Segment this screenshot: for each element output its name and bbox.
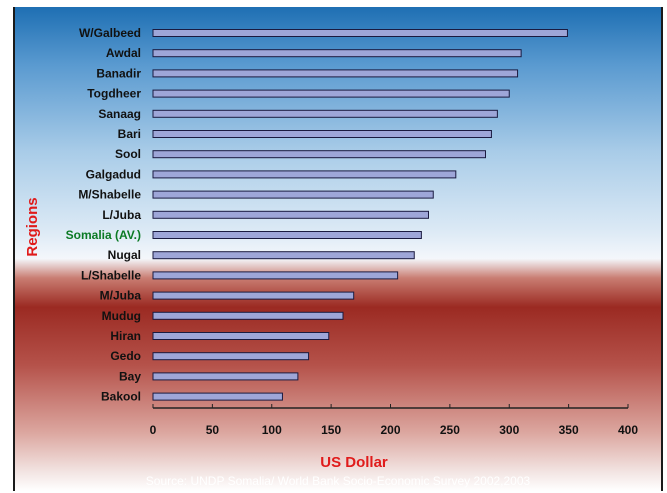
bar [152, 29, 568, 37]
category-label: Togdheer [87, 87, 141, 101]
x-tick-label: 250 [440, 423, 460, 437]
category-label: Bari [118, 127, 141, 141]
bar [152, 352, 310, 361]
category-label: L/Juba [102, 208, 141, 222]
bar [152, 372, 299, 381]
bar [152, 89, 510, 98]
category-label: Sanaag [98, 107, 141, 121]
x-tick-label: 300 [499, 423, 519, 437]
category-label: Awdal [106, 46, 141, 60]
bar [152, 271, 399, 280]
source-note: Source: UNDP Somalia/ World Bank Socio-E… [146, 474, 531, 488]
x-axis-title: US Dollar [320, 454, 388, 471]
bar [152, 109, 498, 118]
bar [152, 130, 492, 138]
category-label: Sool [115, 147, 141, 161]
chart-background: W/Galbeed Awdal Banadir Togdheer Sanaag Bari S… [13, 7, 663, 491]
category-label: M/Juba [100, 289, 142, 303]
bar [152, 210, 429, 219]
category-label: Nugal [108, 248, 141, 262]
bar [152, 291, 355, 300]
category-label: M/Shabelle [78, 188, 141, 202]
bar-chart: W/Galbeed Awdal Banadir Togdheer Sanaag Bari S… [24, 26, 638, 488]
category-label: Hiran [110, 329, 141, 343]
bar [152, 190, 434, 199]
bar [152, 150, 486, 159]
bars-group [152, 29, 568, 401]
x-tick-label: 400 [618, 423, 638, 437]
category-label: Bakool [101, 390, 141, 404]
x-tick-label: 50 [206, 423, 220, 437]
bar [152, 332, 330, 340]
category-label: Bay [119, 369, 141, 383]
x-ticks: 0 50 100 150 200 250 300 350 400 [150, 404, 638, 437]
x-tick-label: 200 [380, 423, 400, 437]
y-axis-title: Regions [24, 197, 41, 256]
category-label: Mudug [102, 309, 141, 323]
category-label: Galgadud [86, 167, 141, 181]
bar [152, 251, 415, 260]
bar [152, 170, 457, 179]
bar [152, 311, 344, 320]
x-tick-label: 100 [262, 423, 282, 437]
x-tick-label: 350 [559, 423, 579, 437]
bar [152, 392, 283, 401]
category-labels: W/Galbeed Awdal Banadir Togdheer Sanaag Bari S… [66, 26, 142, 404]
category-label: Gedo [110, 349, 141, 363]
category-label: Banadir [96, 66, 141, 80]
bar [152, 69, 519, 78]
category-label: L/Shabelle [81, 268, 141, 282]
bar [152, 49, 522, 58]
category-label: Somalia (AV.) [66, 228, 141, 242]
x-tick-label: 0 [150, 423, 157, 437]
bar [152, 231, 422, 239]
x-tick-label: 150 [321, 423, 341, 437]
category-label: W/Galbeed [79, 26, 141, 40]
